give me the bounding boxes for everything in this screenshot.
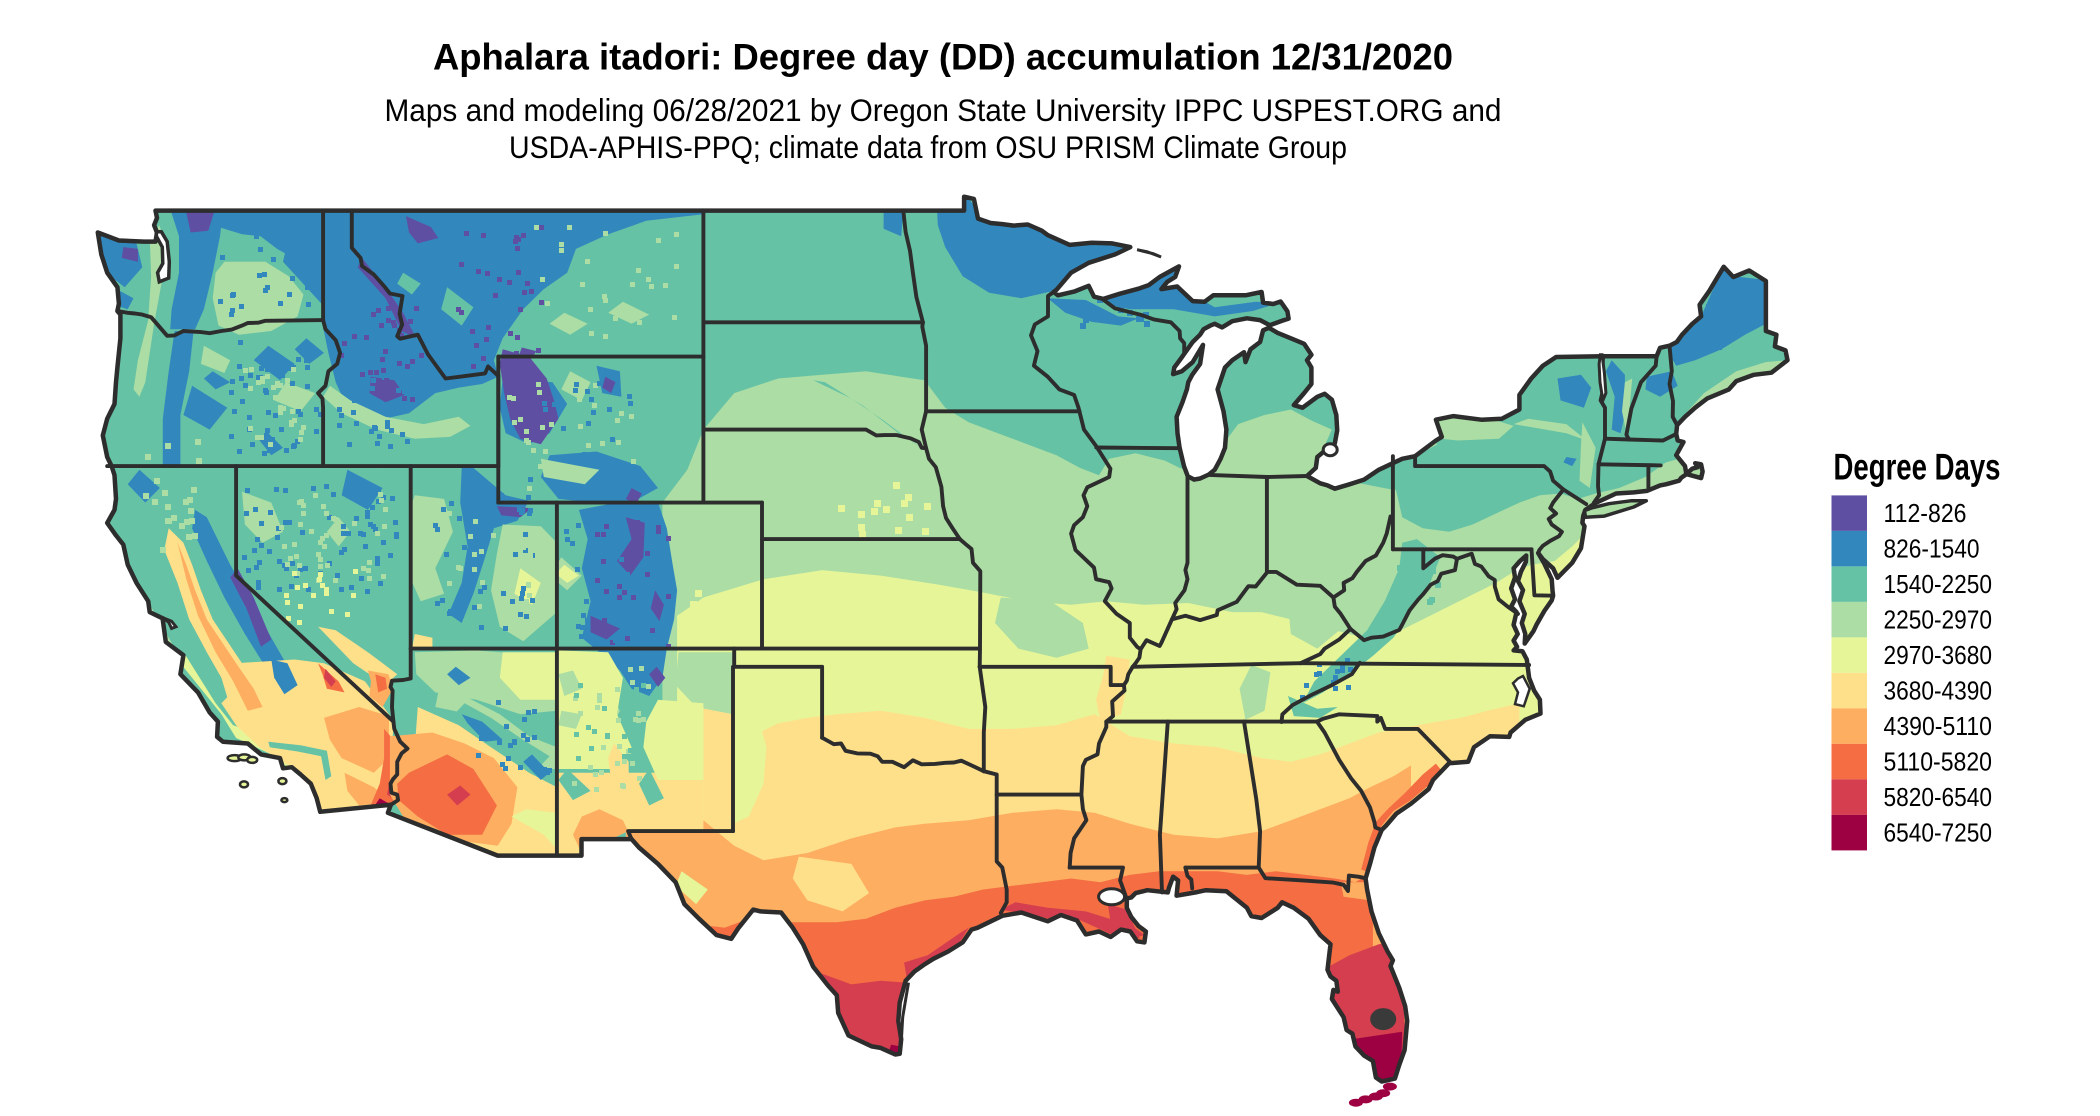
svg-text:USDA-APHIS-PPQ; climate data f: USDA-APHIS-PPQ; climate data from OSU PR…: [509, 129, 1347, 165]
svg-text:1540-2250: 1540-2250: [1884, 571, 1993, 599]
svg-text:4390-5110: 4390-5110: [1884, 713, 1993, 741]
svg-text:2250-2970: 2250-2970: [1884, 606, 1993, 634]
svg-text:5110-5820: 5110-5820: [1884, 748, 1993, 776]
svg-text:3680-4390: 3680-4390: [1884, 677, 1993, 705]
svg-text:5820-6540: 5820-6540: [1884, 784, 1993, 812]
svg-text:Maps and modeling 06/28/2021 b: Maps and modeling 06/28/2021 by Oregon S…: [385, 92, 1502, 128]
svg-text:112-826: 112-826: [1884, 500, 1967, 528]
svg-text:Aphalara itadori: Degree day (: Aphalara itadori: Degree day (DD) accumu…: [433, 36, 1453, 78]
svg-text:826-1540: 826-1540: [1884, 535, 1980, 563]
svg-text:6540-7250: 6540-7250: [1884, 819, 1993, 847]
svg-text:Degree Days: Degree Days: [1834, 447, 2001, 488]
svg-text:2970-3680: 2970-3680: [1884, 642, 1993, 670]
